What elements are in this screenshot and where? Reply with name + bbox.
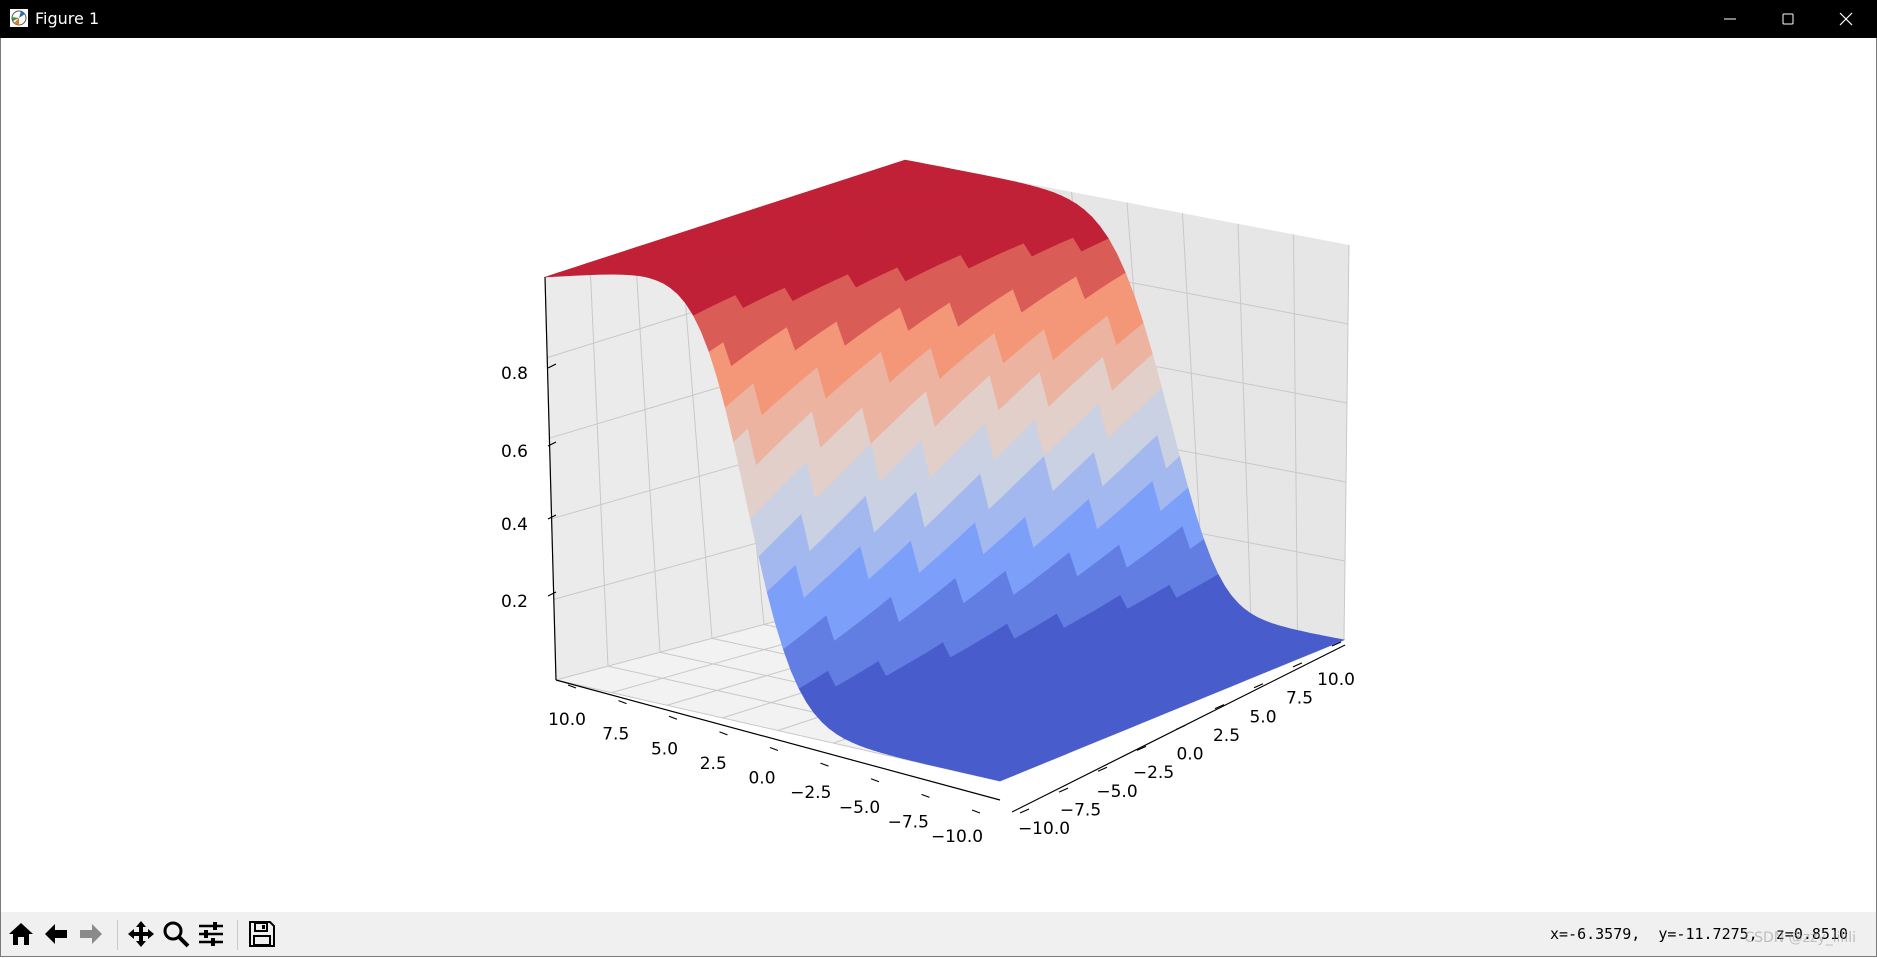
zoom-button[interactable] [159,917,193,951]
x-tick [1058,787,1069,793]
sliders-icon [199,922,223,946]
z-tick-label: 0.4 [501,515,528,535]
y-tick [921,793,930,798]
navigation-toolbar: x=-6.3579, y=-11.7275, z=0.8510 CSDN @zz… [1,912,1876,957]
title-bar: Figure 1 [0,0,1877,38]
surface-mesh [544,159,1346,782]
floppy-disk-icon [249,921,275,947]
cursor-coordinates: x=-6.3579, y=-11.7275, z=0.8510 [1549,925,1848,943]
arrow-left-icon [45,924,67,944]
right-wall-grid-line [1237,223,1252,623]
back-button[interactable] [39,917,73,951]
x-tick-label: 5.0 [1249,707,1276,727]
y-tick [719,731,728,736]
move-icon [128,921,154,947]
save-button[interactable] [245,917,279,951]
z-tick-label: 0.8 [501,364,528,384]
right-wall-grid-line [1293,234,1298,632]
x-tick-label: 7.5 [1286,689,1313,709]
z-tick-label: 0.6 [501,442,528,462]
x-tick-label: −5.0 [1096,782,1137,802]
z-tick [547,363,557,369]
x-tick [1214,704,1225,710]
x-tick [1175,724,1186,731]
y-tick-label: 10.0 [548,710,586,730]
y-tick-label: 0.0 [748,769,775,789]
x-tick-label: −7.5 [1060,800,1101,820]
x-tick-label: 10.0 [1317,670,1355,690]
x-tick-label: −10.0 [1018,819,1070,839]
x-tick [1292,662,1303,668]
window-title: Figure 1 [35,9,100,28]
home-icon [9,923,33,945]
maximize-icon [1782,13,1794,25]
y-tick-label: −10.0 [931,827,983,847]
forward-button[interactable] [74,917,108,951]
configure-subplots-button[interactable] [194,917,228,951]
close-button[interactable] [1817,0,1875,38]
toolbar-separator [117,920,118,950]
magnifier-icon [163,921,190,948]
x-tick [1136,745,1147,751]
y-tick-label: 2.5 [700,754,727,774]
y-tick [971,809,981,814]
x-tick [1331,641,1342,647]
y-tick-label: −5.0 [839,798,880,818]
x-tick [1253,683,1264,689]
z-tick [547,441,557,447]
x-tick-label: −2.5 [1133,763,1174,783]
y-tick-label: 7.5 [602,725,629,745]
x-tick [1019,808,1030,814]
minimize-icon [1724,18,1736,20]
minimize-button[interactable] [1701,0,1759,38]
home-button[interactable] [4,917,38,951]
x-tick-label: 0.0 [1176,745,1203,765]
x-tick-label: 2.5 [1213,726,1240,746]
watermark: CSDN @zzy_lilili [1744,930,1856,946]
y-tick [870,778,880,783]
y-tick [668,715,678,720]
right-wall-grid-line [1343,244,1350,641]
y-tick [820,762,829,767]
y-axis-line [555,679,1001,801]
matplotlib-logo-icon [10,9,28,27]
pan-button[interactable] [124,917,158,951]
z-tick-label: 0.2 [501,592,528,612]
maximize-button[interactable] [1759,0,1817,38]
x-tick [1097,766,1108,772]
y-tick-label: −7.5 [888,812,929,832]
y-tick-label: −2.5 [790,783,831,803]
figure-canvas[interactable]: −10.0 −7.5 −5.0 −2.5 0.0 2.5 5.0 7.5 10.0 −10.0 −7… [1,38,1876,912]
y-tick-label: 5.0 [651,739,678,759]
surface-patch [544,271,567,278]
toolbar-separator [237,920,238,950]
y-tick [769,746,779,752]
back-wall-grid-line [634,247,661,653]
y-tick [567,684,577,689]
arrow-right-icon [80,924,102,944]
z-tick [547,591,557,597]
y-tick [618,700,627,705]
back-wall-grid-line [589,262,609,667]
z-tick [547,514,557,520]
surface-plot-3d[interactable]: −10.0−7.5−5.0−2.50.02.55.07.510.0−10.0−7… [1,38,1876,912]
z-axis-line [544,276,557,681]
close-icon [1839,12,1853,26]
